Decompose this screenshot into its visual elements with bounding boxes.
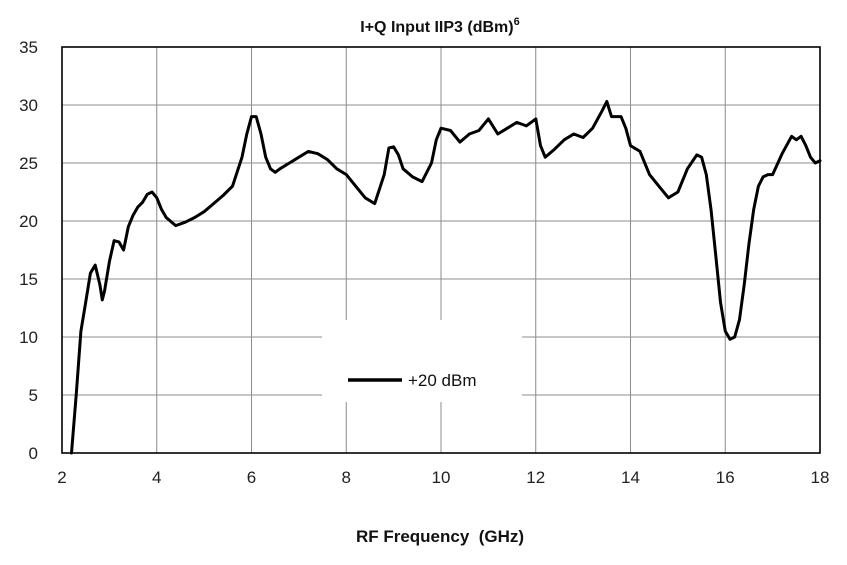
chart-title-text: I+Q Input IIP3 (dBm) xyxy=(360,19,513,36)
x-tick-label: 4 xyxy=(152,468,161,487)
y-tick-label: 10 xyxy=(19,328,38,347)
legend: +20 dBm xyxy=(348,371,477,390)
y-tick-label: 15 xyxy=(19,270,38,289)
x-tick-label: 14 xyxy=(621,468,640,487)
y-tick-label: 35 xyxy=(19,38,38,57)
chart-title-superscript: 6 xyxy=(514,16,520,28)
y-tick-label: 25 xyxy=(19,154,38,173)
tick-labels: 2 4 6 8 10 12 14 16 18 0 5 10 15 20 25 30 35 xyxy=(19,38,829,487)
y-tick-label: 30 xyxy=(19,96,38,115)
series-line xyxy=(70,100,822,455)
x-tick-label: 10 xyxy=(432,468,451,487)
plot-area-frame xyxy=(61,46,821,454)
y-tick-label: 5 xyxy=(29,386,38,405)
series-layer xyxy=(70,100,822,455)
x-tick-label: 8 xyxy=(342,468,351,487)
x-tick-label: 6 xyxy=(247,468,256,487)
x-tick-label: 12 xyxy=(526,468,545,487)
y-tick-label: 0 xyxy=(29,444,38,463)
x-axis-title: RF Frequency (GHz) xyxy=(356,527,524,546)
legend-background xyxy=(322,320,522,402)
chart-title: I+Q Input IIP3 (dBm)6 xyxy=(360,16,519,36)
x-tick-label: 16 xyxy=(716,468,735,487)
y-tick-label: 20 xyxy=(19,212,38,231)
legend-label: +20 dBm xyxy=(408,371,477,390)
x-tick-label: 18 xyxy=(811,468,830,487)
x-tick-label: 2 xyxy=(57,468,66,487)
